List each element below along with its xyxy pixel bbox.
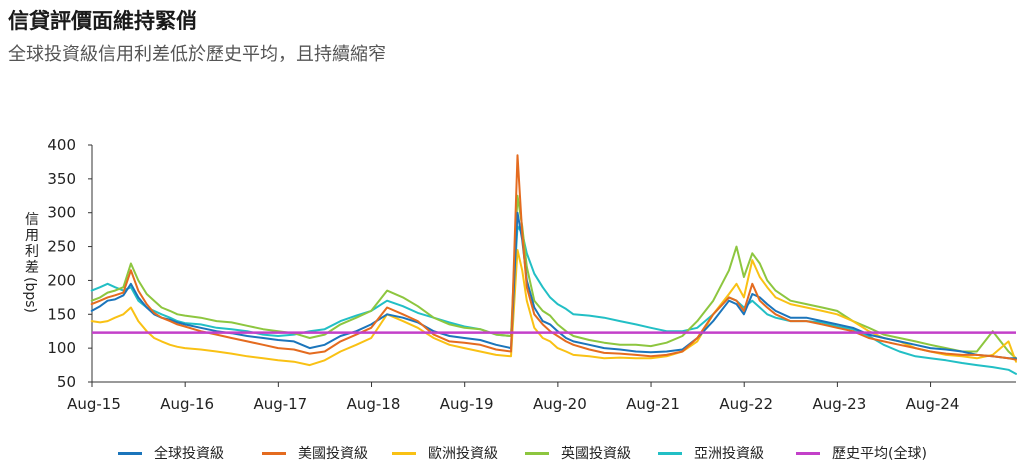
x-tick-label: Aug-16 (160, 395, 214, 413)
y-tick-label: 50 (57, 373, 76, 391)
y-axis-label-char: 差 (25, 260, 39, 276)
x-tick-label: Aug-20 (533, 395, 587, 413)
y-axis-ticks: 50 100 150 200 250 300 350 400 (47, 136, 92, 391)
legend-label: 歐洲投資級 (428, 446, 498, 462)
legend-label: 全球投資級 (154, 446, 224, 462)
legend-label: 亞洲投資級 (694, 446, 764, 462)
y-axis-label-char: 用 (25, 228, 39, 244)
legend-swatch (262, 451, 286, 455)
legend-swatch (796, 451, 820, 455)
y-tick-label: 400 (47, 136, 76, 154)
x-tick-label: Aug-15 (67, 395, 121, 413)
legend-item: 英國投資級 (525, 443, 631, 463)
y-tick-label: 300 (47, 204, 76, 222)
legend-label: 歷史平均(全球) (832, 446, 927, 462)
chart-subtitle: 全球投資級信用利差低於歷史平均，且持續縮窄 (8, 44, 386, 65)
y-tick-label: 150 (47, 305, 76, 323)
y-axis-label-unit: (bps) (22, 277, 38, 313)
y-axis-label-char: 信 (25, 212, 39, 228)
y-tick-label: 350 (47, 170, 76, 188)
y-tick-label: 100 (47, 339, 76, 357)
legend-swatch (118, 451, 142, 455)
legend-swatch (658, 451, 682, 455)
series-lines (90, 154, 1017, 375)
y-tick-label: 250 (47, 238, 76, 256)
y-axis-label: 信 用 利 差 (bps) (22, 212, 42, 313)
x-tick-label: Aug-21 (626, 395, 680, 413)
y-tick-label: 200 (47, 271, 76, 289)
x-tick-label: Aug-24 (906, 395, 960, 413)
legend-item: 歐洲投資級 (392, 443, 498, 463)
legend-swatch (525, 451, 549, 455)
series-line (90, 249, 1017, 367)
x-axis-ticks: Aug-15 Aug-16 Aug-17 Aug-18 Aug-19 Aug-20 Aug-… (67, 382, 959, 413)
x-tick-label: Aug-19 (440, 395, 494, 413)
chart-legend: 全球投資級 美國投資級 歐洲投資級 英國投資級 亞洲投資級 歷史平均(全球) (0, 443, 1024, 463)
legend-item: 全球投資級 (118, 443, 224, 463)
chart-axes (91, 145, 1016, 383)
x-tick-label: Aug-18 (347, 395, 401, 413)
legend-label: 美國投資級 (298, 446, 368, 462)
x-tick-label: Aug-23 (812, 395, 866, 413)
y-axis-label-char: 利 (25, 244, 39, 260)
legend-item: 美國投資級 (262, 443, 368, 463)
x-tick-label: Aug-17 (253, 395, 307, 413)
legend-item: 歷史平均(全球) (796, 443, 927, 463)
series-line (90, 194, 1017, 360)
chart-title: 信貸評價面維持緊俏 (8, 9, 197, 33)
series-line (90, 211, 1017, 360)
legend-item: 亞洲投資級 (658, 443, 764, 463)
series-line (90, 154, 1017, 361)
x-tick-label: Aug-22 (719, 395, 773, 413)
legend-swatch (392, 451, 416, 455)
series-line (90, 225, 1017, 375)
legend-label: 英國投資級 (561, 446, 631, 462)
